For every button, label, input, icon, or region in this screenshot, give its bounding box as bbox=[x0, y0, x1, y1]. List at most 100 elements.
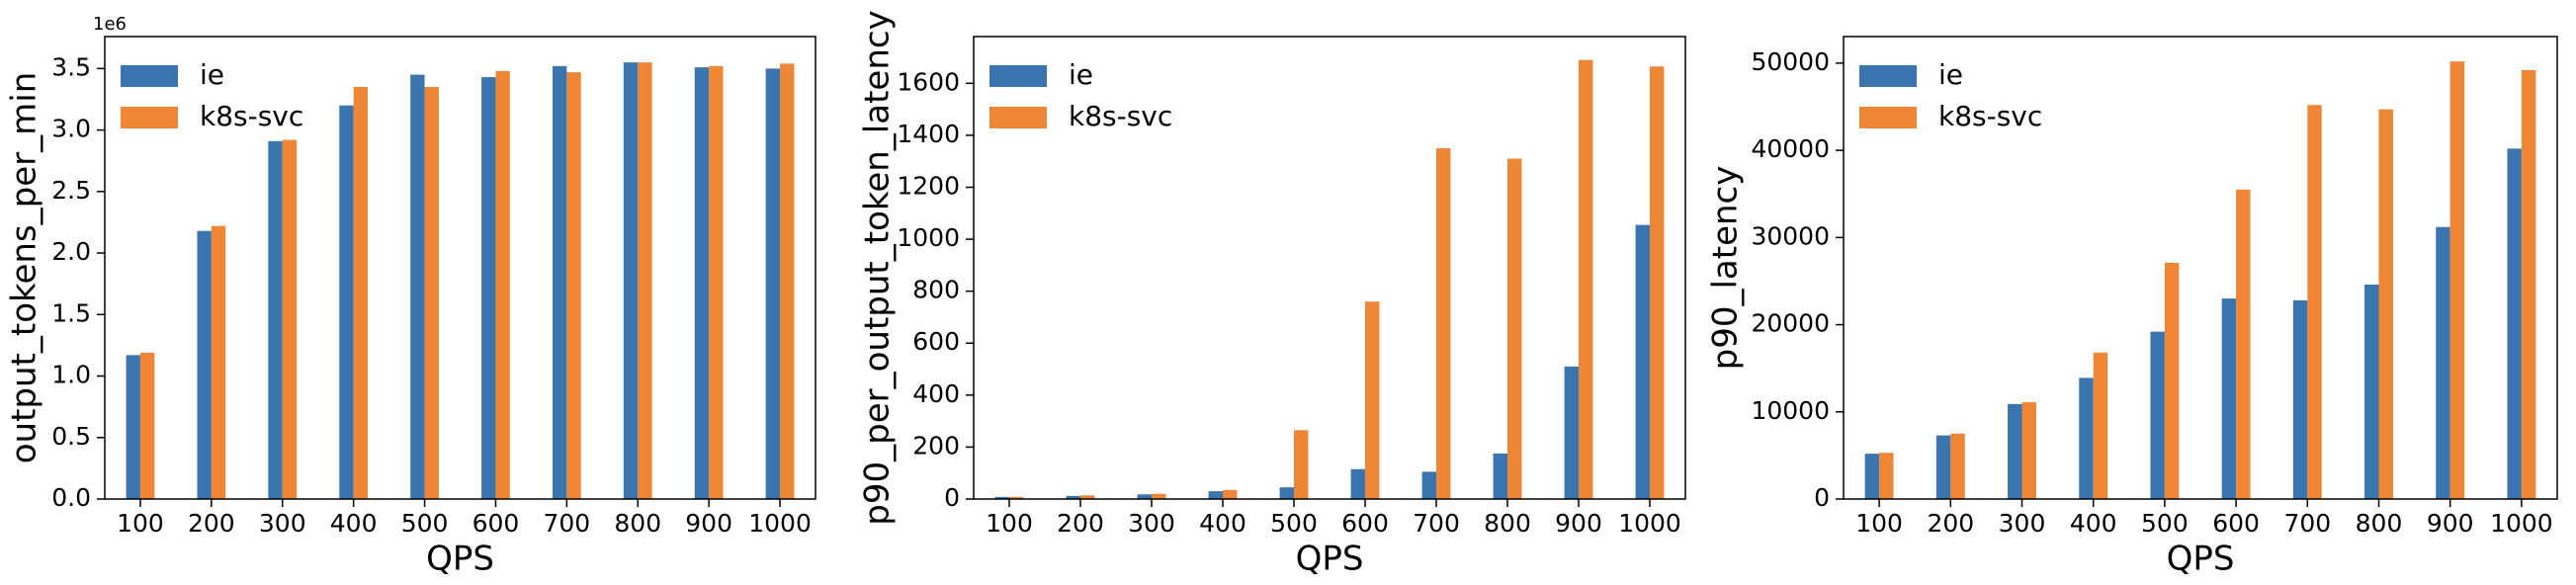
bar bbox=[1564, 366, 1579, 499]
bar bbox=[1066, 495, 1080, 499]
bar bbox=[197, 230, 212, 499]
legend-swatch bbox=[121, 65, 178, 87]
x-tick-label: 700 bbox=[543, 509, 590, 538]
bar bbox=[1294, 430, 1309, 499]
x-tick-label: 100 bbox=[117, 509, 164, 538]
legend-label: k8s-svc bbox=[1069, 100, 1172, 132]
y-axis-label: p90_per_output_token_latency bbox=[858, 10, 898, 525]
bar bbox=[2449, 61, 2465, 499]
y-tick-label: 1.5 bbox=[51, 298, 91, 327]
x-tick-label: 1000 bbox=[1618, 509, 1681, 538]
legend-swatch bbox=[989, 107, 1047, 128]
x-tick-label: 500 bbox=[401, 509, 449, 538]
y-tick-label: 1600 bbox=[897, 67, 960, 96]
bar bbox=[495, 70, 510, 499]
axes-frame bbox=[104, 36, 816, 500]
bar bbox=[1152, 493, 1166, 499]
subplot: 0.0 0.5 1.0 1.5 2.0 2.5 3.0 3.5 100 200 300 400 500 6… bbox=[5, 14, 816, 579]
bar bbox=[1935, 435, 1951, 499]
y-tick-label: 0 bbox=[944, 483, 960, 512]
bar bbox=[1650, 66, 1665, 499]
x-tick-label: 500 bbox=[2141, 509, 2189, 538]
x-tick-label: 400 bbox=[1199, 509, 1246, 538]
bar bbox=[1009, 496, 1024, 499]
bar bbox=[1507, 158, 1522, 499]
bar bbox=[638, 62, 652, 499]
y-tick-label: 1000 bbox=[897, 223, 960, 252]
bar bbox=[1436, 148, 1451, 499]
x-tick-label: 100 bbox=[986, 509, 1033, 538]
bar bbox=[994, 496, 1009, 499]
y-tick-label: 0 bbox=[1814, 483, 1830, 512]
x-tick-label: 200 bbox=[1927, 509, 1974, 538]
y-tick-label: 200 bbox=[912, 431, 960, 460]
y-tick-label: 20000 bbox=[1751, 309, 1830, 338]
bar bbox=[2364, 284, 2379, 499]
y-tick-label: 0.0 bbox=[51, 483, 91, 512]
x-tick-label: 400 bbox=[2070, 509, 2117, 538]
x-tick-label: 600 bbox=[472, 509, 520, 538]
y-axis-label: output_tokens_per_min bbox=[5, 72, 44, 464]
bar bbox=[410, 74, 425, 499]
bar bbox=[1223, 489, 1238, 499]
bar bbox=[481, 77, 496, 500]
y-tick-label: 2.5 bbox=[51, 176, 91, 205]
x-tick-label: 200 bbox=[1057, 509, 1104, 538]
x-tick-label: 700 bbox=[2283, 509, 2331, 538]
y-tick-label: 2.0 bbox=[51, 237, 91, 266]
y-tick-label: 3.0 bbox=[51, 115, 91, 143]
bar bbox=[282, 139, 298, 499]
bar bbox=[765, 68, 781, 500]
x-tick-label: 100 bbox=[1855, 509, 1903, 538]
y-tick-label: 1400 bbox=[897, 120, 960, 148]
legend-swatch bbox=[1859, 107, 1917, 128]
offset-text: 1e6 bbox=[93, 14, 127, 35]
y-tick-label: 600 bbox=[912, 327, 960, 356]
bar bbox=[2079, 377, 2094, 499]
bar bbox=[339, 105, 354, 500]
bar bbox=[1879, 453, 1894, 499]
legend-label: ie bbox=[200, 58, 224, 91]
y-tick-label: 40000 bbox=[1751, 134, 1830, 163]
x-tick-label: 300 bbox=[1999, 509, 2046, 538]
bar bbox=[1579, 59, 1593, 499]
x-tick-label: 900 bbox=[2427, 509, 2474, 538]
bar bbox=[780, 63, 795, 499]
bar bbox=[1421, 471, 1436, 499]
x-tick-label: 800 bbox=[2356, 509, 2403, 538]
x-tick-label: 700 bbox=[1413, 509, 1460, 538]
legend-swatch bbox=[1859, 65, 1917, 87]
bar bbox=[2292, 299, 2308, 499]
subplot: 0 200 400 600 800 1000 1200 1400 1600 100 200 300 40… bbox=[858, 10, 1686, 579]
bar bbox=[2221, 298, 2237, 499]
x-axis-label: QPS bbox=[1296, 540, 1364, 579]
bar bbox=[424, 87, 439, 499]
bar bbox=[1137, 494, 1152, 499]
bar bbox=[1208, 491, 1223, 499]
bar bbox=[1493, 453, 1507, 499]
bar bbox=[139, 352, 155, 499]
y-tick-label: 10000 bbox=[1751, 396, 1830, 425]
y-tick-label: 50000 bbox=[1751, 47, 1830, 76]
axes-frame bbox=[973, 36, 1686, 500]
legend-label: k8s-svc bbox=[200, 100, 303, 132]
x-tick-label: 400 bbox=[330, 509, 378, 538]
bar bbox=[1080, 495, 1095, 499]
bar bbox=[1279, 487, 1294, 499]
bar bbox=[552, 65, 567, 499]
x-axis-label: QPS bbox=[426, 540, 494, 579]
y-axis-label: p90_latency bbox=[1706, 166, 1746, 371]
bar bbox=[566, 72, 581, 500]
axes-frame bbox=[1843, 36, 2558, 500]
x-tick-label: 800 bbox=[1484, 509, 1531, 538]
bar bbox=[353, 87, 369, 499]
y-tick-label: 800 bbox=[912, 276, 960, 304]
bar bbox=[1864, 454, 1880, 499]
bar bbox=[2008, 403, 2022, 499]
y-tick-label: 0.5 bbox=[51, 422, 91, 451]
x-tick-label: 300 bbox=[259, 509, 306, 538]
legend-swatch bbox=[989, 65, 1047, 87]
x-tick-label: 600 bbox=[1341, 509, 1389, 538]
bar bbox=[2164, 262, 2180, 499]
